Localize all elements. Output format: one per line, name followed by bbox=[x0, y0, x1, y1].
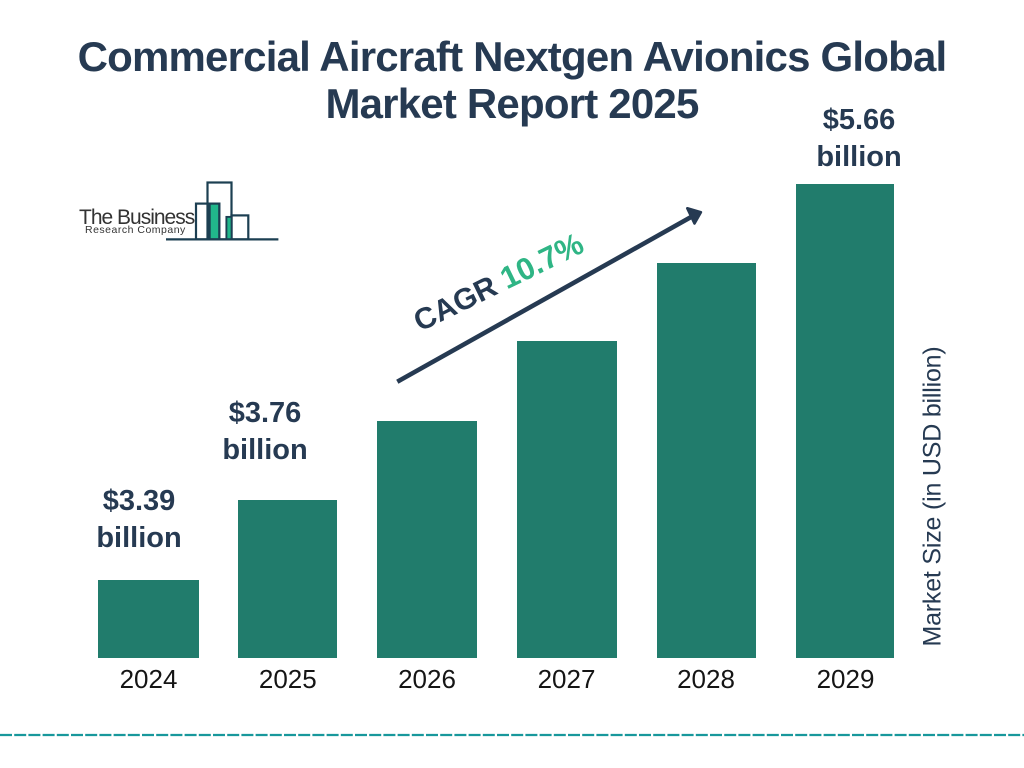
svg-text:CAGR 10.7%: CAGR 10.7% bbox=[408, 226, 589, 338]
